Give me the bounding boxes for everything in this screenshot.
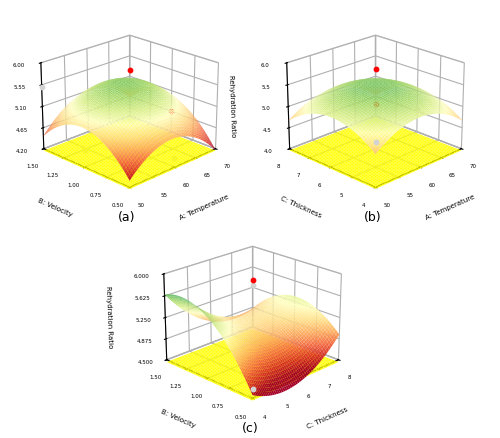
Y-axis label: C: Thickness: C: Thickness (280, 196, 322, 219)
Title: (b): (b) (364, 212, 382, 224)
Title: (c): (c) (242, 423, 258, 435)
Title: (a): (a) (118, 212, 136, 224)
X-axis label: C: Thickness: C: Thickness (306, 407, 348, 430)
Y-axis label: B: Velocity: B: Velocity (160, 408, 196, 429)
Y-axis label: B: Velocity: B: Velocity (38, 197, 74, 218)
X-axis label: A: Temperature: A: Temperature (178, 194, 230, 221)
X-axis label: A: Temperature: A: Temperature (424, 194, 476, 221)
